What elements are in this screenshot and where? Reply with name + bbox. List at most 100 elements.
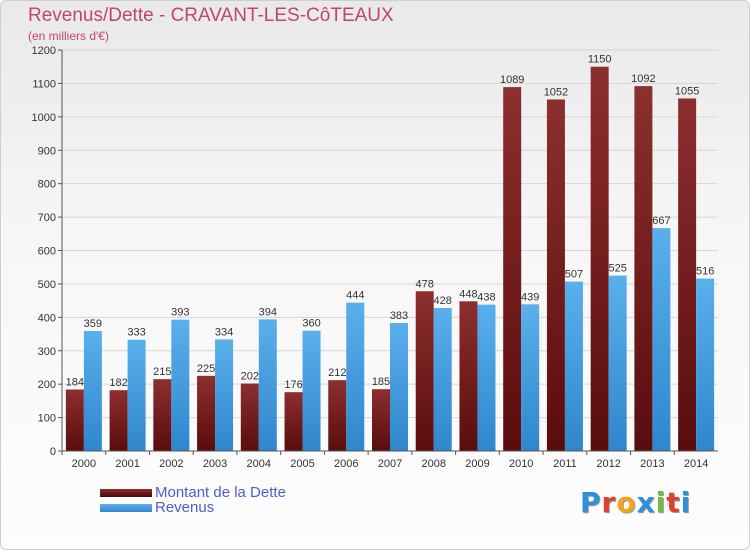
data-label-revenue: 393 <box>171 307 189 319</box>
chart-title: Revenus/Dette - CRAVANT-LES-CôTEAUX <box>28 5 394 26</box>
x-tick-label: 2012 <box>596 458 620 470</box>
y-tick-label: 800 <box>38 179 56 191</box>
data-label-debt: 176 <box>284 379 302 391</box>
bar-revenue <box>608 275 627 451</box>
data-label-revenue: 360 <box>302 318 320 330</box>
bar-debt <box>678 98 697 452</box>
x-tick-label: 2010 <box>509 458 533 470</box>
bar-revenue <box>433 307 452 451</box>
bar-revenue <box>127 339 146 451</box>
logo-letter: x <box>636 486 656 519</box>
data-label-revenue: 383 <box>390 310 408 322</box>
bar-debt <box>153 379 172 451</box>
data-label-debt: 448 <box>459 288 477 300</box>
legend-label-debt: Montant de la Dette <box>155 484 286 501</box>
logo-letter: t <box>666 486 681 519</box>
x-tick-label: 2006 <box>334 458 358 470</box>
bar-debt <box>197 375 216 451</box>
y-tick-label: 400 <box>38 312 56 324</box>
chart-subtitle: (en milliers d'€) <box>28 29 109 43</box>
data-label-debt: 215 <box>153 366 171 378</box>
bar-debt <box>459 301 478 451</box>
data-label-revenue: 334 <box>215 326 233 338</box>
bar-debt <box>590 66 609 451</box>
data-label-revenue: 525 <box>608 263 626 275</box>
data-label-revenue: 667 <box>652 215 670 227</box>
y-tick-label: 200 <box>38 379 56 391</box>
bar-debt <box>634 86 653 451</box>
bar-revenue <box>171 319 190 451</box>
data-label-debt: 1150 <box>588 54 612 66</box>
y-tick-label: 1200 <box>32 45 56 57</box>
y-tick-label: 100 <box>38 413 56 425</box>
data-label-revenue: 516 <box>696 266 714 278</box>
bar-debt <box>240 383 259 451</box>
logo-letter: o <box>616 486 637 519</box>
logo-letter: i <box>680 486 692 519</box>
x-tick-label: 2014 <box>684 458 708 470</box>
bar-revenue <box>346 302 365 451</box>
bar-debt <box>109 390 128 451</box>
bar-revenue <box>652 228 671 451</box>
y-tick-label: 0 <box>50 446 56 458</box>
data-label-revenue: 394 <box>259 306 277 318</box>
bar-revenue <box>477 304 496 451</box>
bar-debt <box>503 87 522 451</box>
bar-revenue <box>696 278 715 451</box>
x-tick-label: 2000 <box>72 458 96 470</box>
bar-debt <box>328 380 347 451</box>
data-label-debt: 212 <box>328 367 346 379</box>
bar-revenue <box>258 319 277 451</box>
bar-revenue <box>302 330 321 451</box>
x-tick-label: 2002 <box>159 458 183 470</box>
data-label-revenue: 333 <box>127 327 145 339</box>
x-tick-label: 2003 <box>203 458 227 470</box>
legend-swatch-debt <box>100 489 152 497</box>
data-label-revenue: 444 <box>346 290 364 302</box>
y-tick-label: 500 <box>38 279 56 291</box>
y-tick-label: 700 <box>38 212 56 224</box>
proxiti-logo: Proxiti <box>580 486 691 519</box>
data-label-revenue: 507 <box>565 269 583 281</box>
y-tick-label: 300 <box>38 346 56 358</box>
x-tick-label: 2001 <box>115 458 139 470</box>
bar-debt <box>65 389 84 451</box>
y-tick-label: 1100 <box>32 78 56 90</box>
data-label-debt: 202 <box>241 370 259 382</box>
data-label-revenue: 359 <box>84 318 102 330</box>
data-label-revenue: 439 <box>521 291 539 303</box>
data-label-debt: 1092 <box>631 73 655 85</box>
data-label-debt: 182 <box>109 377 127 389</box>
data-label-revenue: 438 <box>477 292 495 304</box>
logo-letter: r <box>601 486 617 519</box>
y-tick-label: 1000 <box>32 112 56 124</box>
bar-revenue <box>390 323 408 451</box>
data-label-revenue: 428 <box>434 295 452 307</box>
data-label-debt: 184 <box>66 377 84 389</box>
bar-debt <box>415 291 434 451</box>
bar-revenue <box>83 331 102 451</box>
x-tick-label: 2011 <box>553 458 577 470</box>
legend-label-revenue: Revenus <box>155 499 215 516</box>
x-tick-label: 2007 <box>378 458 402 470</box>
legend-swatch-revenue <box>100 504 152 512</box>
bar-debt <box>546 99 565 451</box>
x-tick-label: 2005 <box>290 458 314 470</box>
x-tick-label: 2009 <box>465 458 489 470</box>
logo-letter: i <box>655 486 667 519</box>
x-tick-label: 2004 <box>247 458 271 470</box>
y-tick-label: 600 <box>38 246 56 258</box>
data-label-debt: 225 <box>197 363 215 375</box>
y-tick-label: 900 <box>38 145 56 157</box>
logo-letter: P <box>580 486 602 519</box>
x-tick-label: 2008 <box>421 458 445 470</box>
x-tick-label: 2013 <box>640 458 664 470</box>
data-label-debt: 185 <box>372 376 390 388</box>
bar-debt <box>284 392 303 451</box>
bar-revenue <box>564 281 583 451</box>
data-label-debt: 1089 <box>500 74 524 86</box>
bar-revenue <box>521 304 540 451</box>
data-label-debt: 1052 <box>544 86 568 98</box>
